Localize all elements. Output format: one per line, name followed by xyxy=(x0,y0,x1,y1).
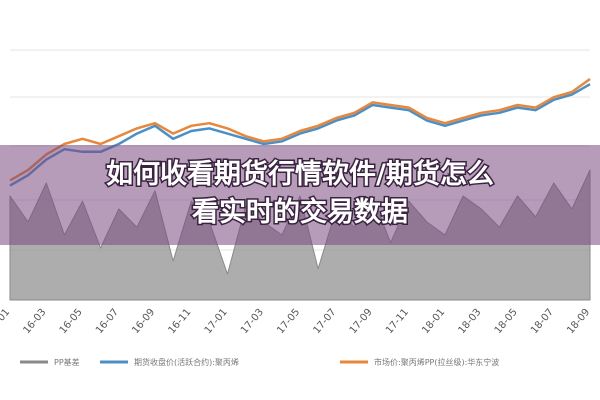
x-tick-label: 18-07 xyxy=(529,307,556,336)
x-tick-label: 18-05 xyxy=(493,307,520,336)
x-tick-label: 17-01 xyxy=(203,307,230,336)
legend-label: 市场价:聚丙烯PP(拉丝级):华东宁波 xyxy=(374,357,499,367)
x-tick-label: 18-01 xyxy=(420,307,447,336)
legend: PP基差 期货收盘价(活跃合约):聚丙烯 市场价:聚丙烯PP(拉丝级):华东宁波 xyxy=(20,357,499,367)
x-axis: 16-01 16-03 16-05 16-07 16-09 16-11 17-01 17-03… xyxy=(0,307,592,336)
x-tick-label: 16-03 xyxy=(21,307,48,336)
x-tick-label: 17-11 xyxy=(384,307,411,336)
x-tick-label: 17-03 xyxy=(239,307,266,336)
x-tick-label: 16-11 xyxy=(166,307,193,336)
legend-label: 期货收盘价(活跃合约):聚丙烯 xyxy=(134,357,239,367)
x-tick-label: 16-07 xyxy=(94,307,121,336)
x-tick-label: 18-03 xyxy=(456,307,483,336)
x-tick-label: 16-05 xyxy=(58,307,85,336)
x-tick-label: 18-09 xyxy=(565,307,592,336)
title-line: 如何收看期货行情软件/期货怎么 xyxy=(106,158,494,190)
series-line xyxy=(9,77,591,182)
legend-label: PP基差 xyxy=(54,357,80,367)
x-tick-label: 16-09 xyxy=(130,307,157,336)
x-tick-label: 17-05 xyxy=(275,307,302,336)
x-tick-label: 17-09 xyxy=(348,307,375,336)
title-line: 看实时的交易数据 xyxy=(192,196,408,228)
title-band xyxy=(0,145,600,245)
x-tick-label: 17-07 xyxy=(311,307,338,336)
x-tick-label: 16-01 xyxy=(0,307,12,336)
